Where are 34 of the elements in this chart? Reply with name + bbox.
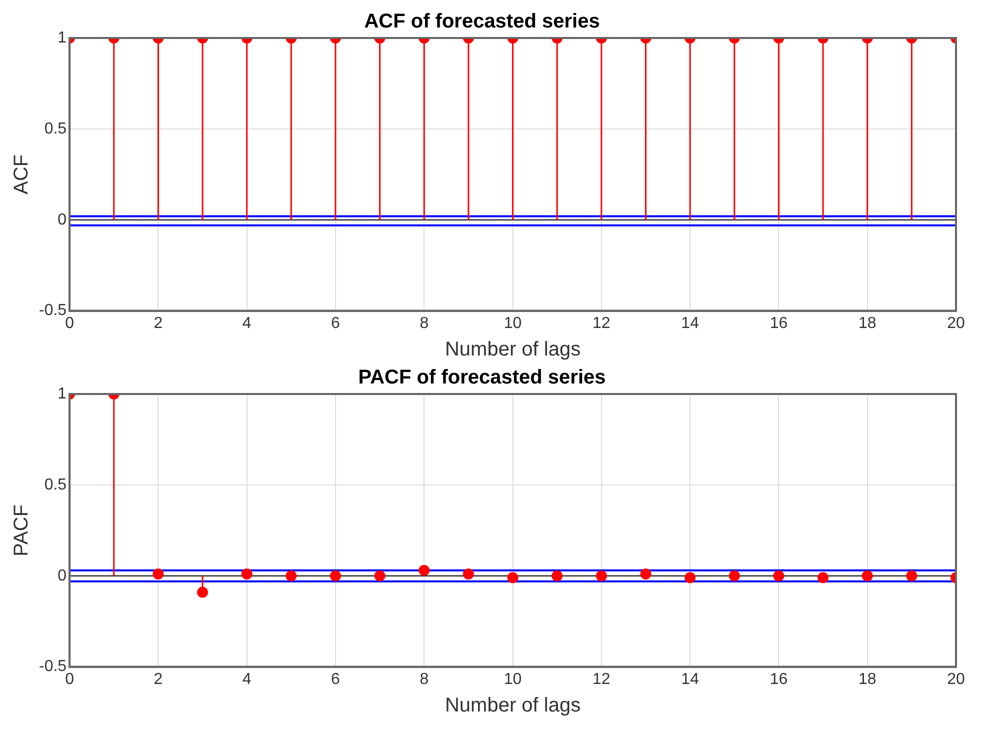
x-tick-label: 12 xyxy=(592,670,610,688)
chart-title: ACF of forecasted series xyxy=(364,10,600,33)
x-tick-label: 10 xyxy=(504,670,522,688)
x-tick-label: 10 xyxy=(504,314,522,332)
y-tick-label: 0 xyxy=(58,567,67,584)
x-tick-label: 20 xyxy=(947,314,965,332)
x-axis-title: Number of lags xyxy=(444,694,581,717)
x-tick-label: 6 xyxy=(331,314,340,332)
y-tick-label: -0.5 xyxy=(38,302,67,320)
y-tick-label: 0.5 xyxy=(44,120,67,138)
y-tick-label: 0.5 xyxy=(44,476,67,494)
x-tick-label: 16 xyxy=(770,314,788,332)
x-tick-label: 18 xyxy=(858,670,876,688)
x-tick-label: 2 xyxy=(154,314,163,332)
x-axis-title: Number of lags xyxy=(444,338,581,361)
y-tick-label: 1 xyxy=(58,29,67,46)
x-tick-label: 20 xyxy=(947,670,965,688)
chart-title: PACF of forecasted series xyxy=(358,366,606,389)
x-tick-label: 4 xyxy=(242,670,252,688)
x-tick-label: 14 xyxy=(681,314,700,332)
x-tick-label: 8 xyxy=(420,314,429,332)
y-tick-label: 0 xyxy=(58,211,67,228)
x-tick-label: 12 xyxy=(592,314,610,332)
y-axis-title: PACF xyxy=(10,504,33,556)
y-tick-label: -0.5 xyxy=(38,658,67,676)
x-tick-label: 4 xyxy=(242,314,252,332)
x-tick-label: 6 xyxy=(331,670,340,688)
x-tick-label: 14 xyxy=(681,670,700,688)
y-tick-label: 1 xyxy=(58,385,67,402)
x-tick-label: 18 xyxy=(858,314,876,332)
x-tick-label: 8 xyxy=(420,670,429,688)
x-tick-label: 16 xyxy=(770,670,788,688)
x-tick-label: 2 xyxy=(154,670,163,688)
y-axis-title: ACF xyxy=(10,154,33,194)
